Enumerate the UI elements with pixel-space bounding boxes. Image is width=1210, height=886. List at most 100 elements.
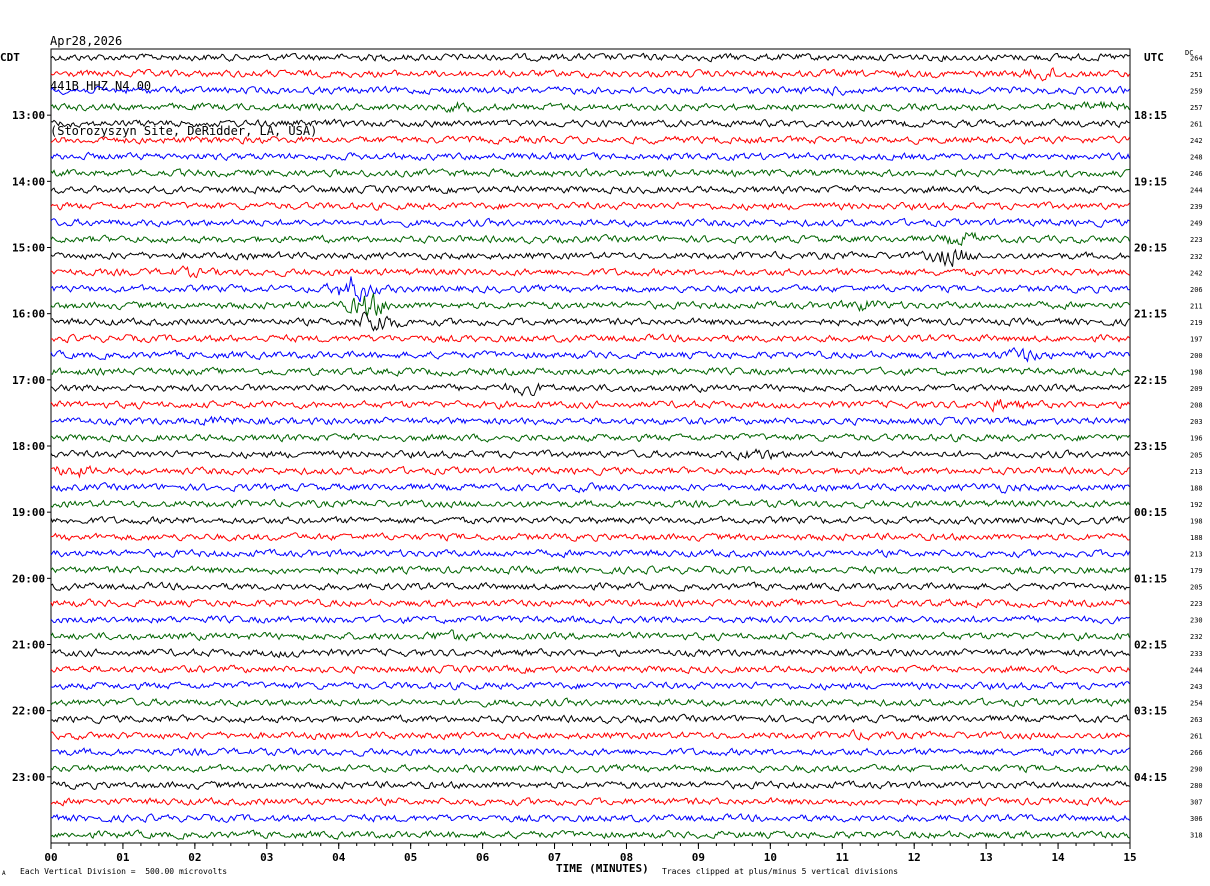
trace-29 bbox=[50, 532, 1130, 542]
dc-offset-label: 223 bbox=[1190, 600, 1203, 608]
right-hour-label: 20:15 bbox=[1134, 242, 1167, 255]
dc-offset-label: 306 bbox=[1190, 815, 1203, 823]
right-hour-label: 22:15 bbox=[1134, 374, 1167, 387]
trace-35 bbox=[50, 629, 1130, 642]
left-hour-label: 17:00 bbox=[12, 374, 45, 387]
trace-28 bbox=[50, 515, 1130, 526]
dc-offset-label: 248 bbox=[1190, 154, 1203, 162]
trace-37 bbox=[50, 664, 1130, 675]
dc-offset-label: 213 bbox=[1190, 468, 1203, 476]
dc-offset-label: 179 bbox=[1190, 567, 1203, 575]
dc-offset-label: 203 bbox=[1190, 418, 1203, 426]
dc-offset-label: 242 bbox=[1190, 137, 1203, 145]
trace-45 bbox=[50, 796, 1130, 807]
dc-offset-label: 242 bbox=[1190, 269, 1203, 277]
right-hour-label: 02:15 bbox=[1134, 639, 1167, 652]
left-hour-label: 19:00 bbox=[12, 506, 45, 519]
dc-offset-label: 246 bbox=[1190, 170, 1203, 178]
trace-18 bbox=[50, 346, 1130, 363]
dc-offset-label: 261 bbox=[1190, 732, 1203, 740]
trace-13 bbox=[50, 265, 1130, 279]
site-name: (Storozyszyn Site, DeRidder, LA, USA) bbox=[50, 124, 318, 138]
dc-offset-label: 249 bbox=[1190, 220, 1203, 228]
left-hour-label: 21:00 bbox=[12, 639, 45, 652]
trace-20 bbox=[50, 382, 1130, 397]
dc-offset-label: 188 bbox=[1190, 534, 1203, 542]
trace-19 bbox=[50, 366, 1130, 377]
left-hour-label: 13:00 bbox=[12, 109, 45, 122]
x-tick-label: 09 bbox=[692, 851, 705, 864]
trace-26 bbox=[50, 482, 1130, 494]
header-block: Apr28,2026 441B HHZ N4 00 (Storozyszyn S… bbox=[50, 4, 317, 154]
left-hour-label: 16:00 bbox=[12, 308, 45, 321]
dc-offset-label: 251 bbox=[1190, 71, 1203, 79]
dc-offset-label: 290 bbox=[1190, 766, 1203, 774]
dc-offset-header: DC bbox=[1185, 49, 1194, 57]
trace-32 bbox=[50, 581, 1130, 592]
dc-offset-label: 307 bbox=[1190, 799, 1203, 807]
trace-41 bbox=[50, 728, 1130, 741]
right-hour-label: 23:15 bbox=[1134, 440, 1167, 453]
trace-1 bbox=[50, 66, 1130, 82]
trace-22 bbox=[50, 415, 1130, 427]
x-axis-title: TIME (MINUTES) bbox=[556, 862, 649, 875]
trace-21 bbox=[50, 399, 1130, 413]
dc-offset-label: 244 bbox=[1190, 187, 1203, 195]
trace-0 bbox=[50, 52, 1130, 63]
dc-offset-label: 263 bbox=[1190, 716, 1203, 724]
dc-offset-label: 206 bbox=[1190, 286, 1203, 294]
vertical-scale-note: Each Vertical Division = 500.00 microvol… bbox=[20, 867, 228, 876]
trace-3 bbox=[50, 100, 1130, 114]
dc-offset-label: 208 bbox=[1190, 402, 1203, 410]
x-tick-label: 01 bbox=[116, 851, 130, 864]
left-hour-label: 14:00 bbox=[12, 175, 45, 188]
trace-12 bbox=[50, 248, 1130, 267]
trace-14 bbox=[50, 276, 1130, 303]
left-hour-label: 18:00 bbox=[12, 440, 45, 453]
trace-30 bbox=[50, 548, 1130, 559]
trace-16 bbox=[50, 311, 1130, 332]
x-tick-label: 14 bbox=[1051, 851, 1065, 864]
x-tick-label: 05 bbox=[404, 851, 417, 864]
right-hour-label: 18:15 bbox=[1134, 109, 1167, 122]
plot-date: Apr28,2026 bbox=[50, 34, 123, 48]
x-tick-label: 08 bbox=[620, 851, 633, 864]
x-tick-label: 12 bbox=[908, 851, 921, 864]
dc-offset-label: 257 bbox=[1190, 104, 1203, 112]
dc-offset-label: 261 bbox=[1190, 120, 1203, 128]
dc-offset-label: 192 bbox=[1190, 501, 1203, 509]
dc-offset-label: 188 bbox=[1190, 484, 1203, 492]
x-tick-label: 10 bbox=[764, 851, 777, 864]
x-tick-label: 15 bbox=[1123, 851, 1136, 864]
trace-11 bbox=[50, 231, 1130, 247]
trace-39 bbox=[50, 697, 1130, 708]
right-hour-label: 01:15 bbox=[1134, 572, 1167, 585]
dc-offset-label: 200 bbox=[1190, 352, 1203, 360]
dc-offset-label: 266 bbox=[1190, 749, 1203, 757]
dc-offset-label: 219 bbox=[1190, 319, 1203, 327]
trace-2 bbox=[50, 85, 1130, 97]
trace-5 bbox=[50, 135, 1130, 146]
left-hour-label: 20:00 bbox=[12, 572, 45, 585]
left-hour-label: 23:00 bbox=[12, 771, 45, 784]
dc-offset-label: 318 bbox=[1190, 832, 1203, 840]
right-timezone-label: UTC bbox=[1144, 51, 1164, 64]
x-tick-label: 07 bbox=[548, 851, 561, 864]
dc-offset-label: 254 bbox=[1190, 699, 1203, 707]
dc-offset-label: 213 bbox=[1190, 551, 1203, 559]
trace-47 bbox=[50, 829, 1130, 840]
right-hour-label: 04:15 bbox=[1134, 771, 1167, 784]
trace-34 bbox=[50, 614, 1130, 625]
dc-offset-label: 264 bbox=[1190, 54, 1203, 62]
x-tick-label: 13 bbox=[980, 851, 993, 864]
trace-24 bbox=[50, 448, 1130, 461]
dc-offset-label: 205 bbox=[1190, 451, 1203, 459]
right-hour-label: 03:15 bbox=[1134, 705, 1167, 718]
x-tick-label: 03 bbox=[260, 851, 273, 864]
trace-44 bbox=[50, 780, 1130, 791]
trace-40 bbox=[50, 713, 1130, 725]
trace-8 bbox=[50, 184, 1130, 195]
trace-27 bbox=[50, 498, 1130, 509]
right-hour-label: 21:15 bbox=[1134, 308, 1167, 321]
trace-9 bbox=[50, 201, 1130, 212]
